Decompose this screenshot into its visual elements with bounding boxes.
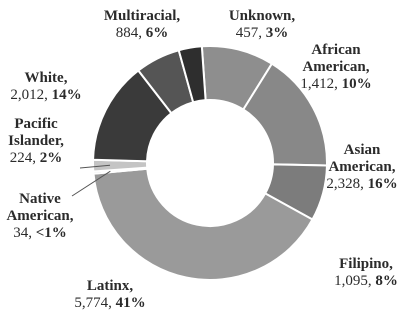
slice-percent: 16% bbox=[368, 176, 398, 192]
slice-percent: 6% bbox=[146, 25, 169, 41]
slice-percent: 10% bbox=[342, 76, 372, 92]
slice-name: Multiracial, bbox=[104, 8, 180, 24]
slice-name: American, bbox=[328, 159, 395, 175]
leader-line-pacific-islander bbox=[79, 164, 111, 169]
slice-label-white: White, 2,012, 14% bbox=[10, 70, 81, 103]
slice-name: African bbox=[311, 42, 361, 58]
slice-percent: 3% bbox=[266, 25, 289, 41]
slice-count: 1,412, bbox=[300, 76, 341, 92]
slice-percent: 14% bbox=[52, 87, 82, 103]
slice-name: Islander, bbox=[8, 133, 64, 149]
slice-count: 5,774, bbox=[74, 295, 115, 311]
slice-count: 34, bbox=[13, 225, 36, 241]
slice-name: Pacific bbox=[14, 116, 58, 132]
slice-name: Latinx, bbox=[87, 278, 134, 294]
slice-name: Filipino, bbox=[339, 256, 393, 272]
slice-latinx bbox=[92, 167, 314, 281]
slice-percent: 2% bbox=[40, 150, 63, 166]
slice-name: American, bbox=[302, 59, 369, 75]
slice-name: White, bbox=[25, 70, 68, 86]
leader-line-native-american bbox=[71, 170, 111, 197]
slice-label-unknown: Unknown, 457, 3% bbox=[229, 8, 296, 41]
slice-percent: <1% bbox=[36, 225, 67, 241]
slice-name: Asian bbox=[344, 142, 381, 158]
slice-count: 884, bbox=[116, 25, 146, 41]
slice-label-multiracial: Multiracial, 884, 6% bbox=[104, 8, 180, 41]
slice-label-asian-american: Asian American, 2,328, 16% bbox=[326, 142, 397, 192]
slice-count: 2,328, bbox=[326, 176, 367, 192]
labels-group: African American, 1,412, 10%Asian American,… bbox=[6, 8, 397, 311]
slice-percent: 8% bbox=[375, 273, 398, 289]
slice-label-latinx: Latinx, 5,774, 41% bbox=[74, 278, 145, 311]
slice-count: 1,095, bbox=[334, 273, 375, 289]
slices-group bbox=[92, 45, 328, 281]
slice-label-african-american: African American, 1,412, 10% bbox=[300, 42, 371, 92]
slice-count: 2,012, bbox=[10, 87, 51, 103]
slice-label-filipino: Filipino, 1,095, 8% bbox=[334, 256, 398, 289]
slice-label-native-american: Native American, 34, <1% bbox=[6, 191, 73, 241]
leader-lines-group bbox=[71, 164, 111, 197]
slice-count: 457, bbox=[236, 25, 266, 41]
slice-count: 224, bbox=[10, 150, 40, 166]
slice-unknown bbox=[177, 45, 207, 104]
slice-percent: 41% bbox=[116, 295, 146, 311]
slice-label-pacific-islander: Pacific Islander, 224, 2% bbox=[8, 116, 64, 166]
slice-name: Unknown, bbox=[229, 8, 296, 24]
slice-name: Native bbox=[19, 191, 61, 207]
slice-name: American, bbox=[6, 208, 73, 224]
